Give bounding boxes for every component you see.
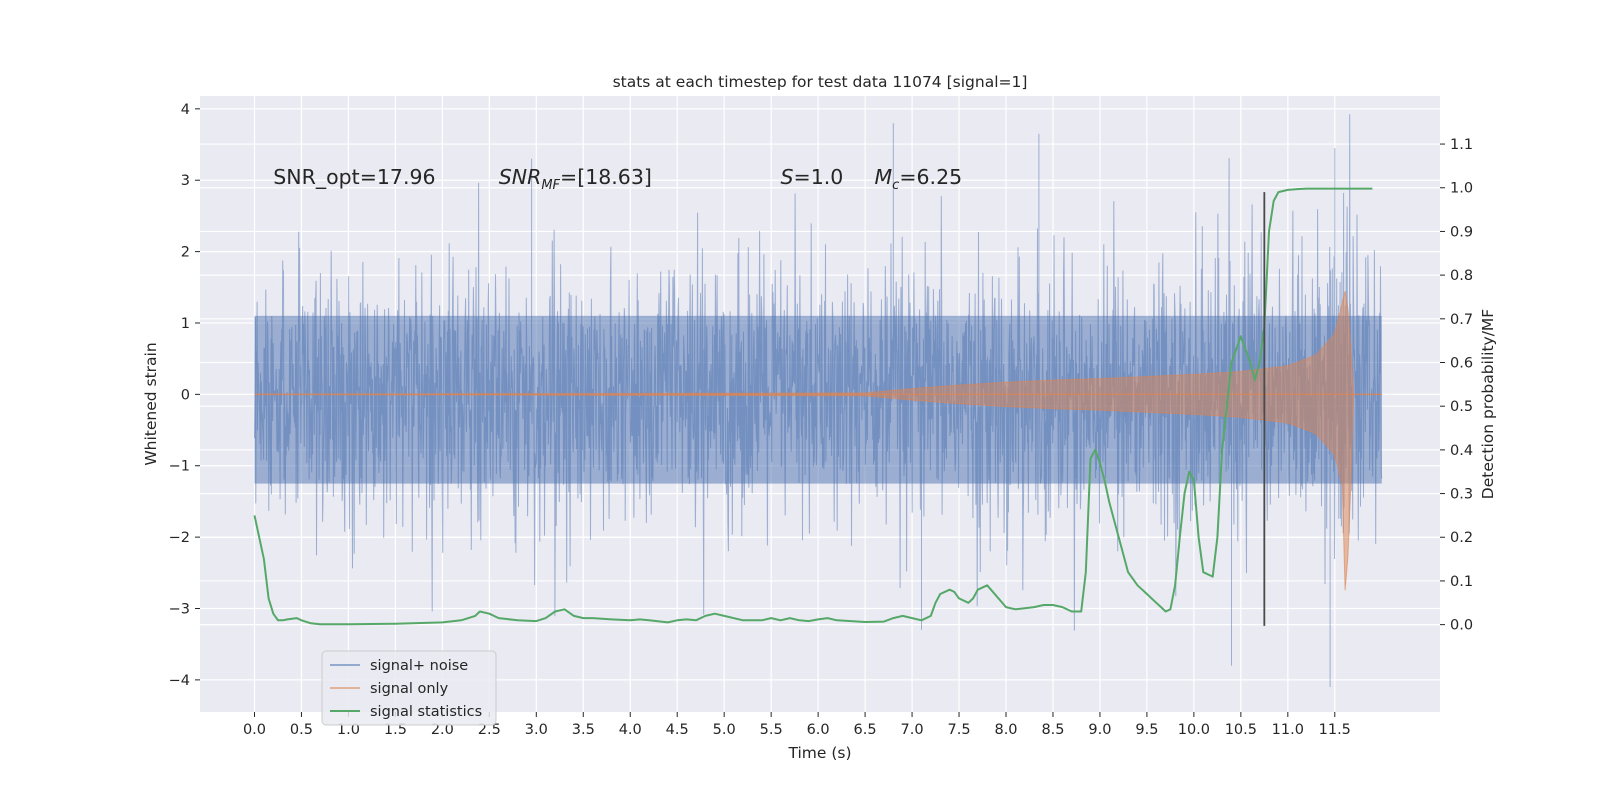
y-left-tick-label: 0 [181,387,190,403]
chart-title: stats at each timestep for test data 110… [613,73,1028,91]
signal-plus-noise-line [254,114,1383,687]
y-right-tick-label: 0.8 [1450,268,1473,284]
annotation: SNR_opt=17.96 [273,165,435,190]
x-tick-label: 4.0 [619,722,642,738]
signal-only-envelope [254,291,1382,591]
y-right-tick-label: 0.0 [1450,618,1473,634]
x-tick-label: 10.0 [1178,722,1210,738]
y-right-tick-label: 1.0 [1450,181,1473,197]
y-axis-right-label: Detection probability/MF [1479,309,1497,500]
legend-label: signal only [370,681,449,697]
x-tick-label: 8.5 [1041,722,1064,738]
x-axis-ticks: 0.0 0.5 1.0 1.5 2.0 2.5 3.0 3.5 4.0 4.5 5.0 5.5 6.0 6… [243,712,1351,738]
x-tick-label: 1.0 [337,722,360,738]
y-left-tick-label: 4 [181,102,190,118]
x-tick-label: 2.0 [431,722,454,738]
y-right-tick-label: 0.2 [1450,530,1473,546]
y-right-tick-label: 0.7 [1450,312,1473,328]
x-tick-label: 7.5 [947,722,970,738]
y-right-tick-label: 0.1 [1450,574,1473,590]
y-left-tick-label: 3 [181,173,190,189]
x-tick-label: 1.5 [384,722,407,738]
x-tick-label: 6.5 [854,722,877,738]
legend: signal+ noise signal only signal statistic… [321,650,497,726]
x-tick-label: 5.5 [760,722,783,738]
y-left-tick-label: −3 [169,602,190,618]
y-right-tick-label: 1.1 [1450,137,1473,153]
x-tick-label: 4.5 [666,722,689,738]
y-axis-left-ticks: −4 −3 −2 −1 0 1 2 3 4 [169,102,200,689]
x-tick-label: 9.0 [1088,722,1111,738]
legend-box [321,650,497,726]
x-tick-label: 2.5 [478,722,501,738]
signal-statistics-series [253,187,1373,626]
x-tick-label: 7.0 [901,722,924,738]
y-right-tick-label: 0.9 [1450,224,1473,240]
y-left-tick-label: −4 [169,673,190,689]
y-right-tick-label: 0.5 [1450,399,1473,415]
x-tick-label: 11.0 [1272,722,1304,738]
y-left-tick-label: 1 [181,316,190,332]
x-tick-label: 11.5 [1319,722,1351,738]
legend-label: signal+ noise [370,658,468,674]
annotations: SNR_opt=17.96 SNRMF=[18.63] S=1.0 Mc=6.25 [273,165,962,193]
x-tick-label: 10.5 [1225,722,1257,738]
x-axis-label: Time (s) [787,744,851,762]
y-left-tick-label: −2 [169,530,190,546]
x-tick-label: 3.0 [525,722,548,738]
y-right-tick-label: 0.4 [1450,443,1473,459]
y-axis-left-label: Whitened strain [142,342,160,465]
y-right-tick-label: 0.6 [1450,355,1473,371]
y-right-tick-label: 0.3 [1450,487,1473,503]
x-tick-label: 6.0 [807,722,830,738]
legend-label: signal statistics [370,704,482,720]
annotation: S=1.0 [781,165,844,189]
signal-only-series [254,291,1382,591]
x-tick-label: 3.5 [572,722,595,738]
annotation: SNRMF=[18.63] [499,165,652,193]
signal-statistics-line [253,187,1373,626]
y-left-tick-label: 2 [181,245,190,261]
y-left-tick-label: −1 [169,459,190,475]
x-tick-label: 0.0 [243,722,266,738]
y-axis-right-ticks: 0.0 0.1 0.2 0.3 0.4 0.5 0.6 0.7 0.8 0.9 1.0 1.1 [1440,137,1473,634]
annotation: Mc=6.25 [874,165,962,193]
x-tick-label: 5.0 [713,722,736,738]
x-tick-label: 9.5 [1135,722,1158,738]
x-tick-label: 8.0 [994,722,1017,738]
x-tick-label: 0.5 [290,722,313,738]
